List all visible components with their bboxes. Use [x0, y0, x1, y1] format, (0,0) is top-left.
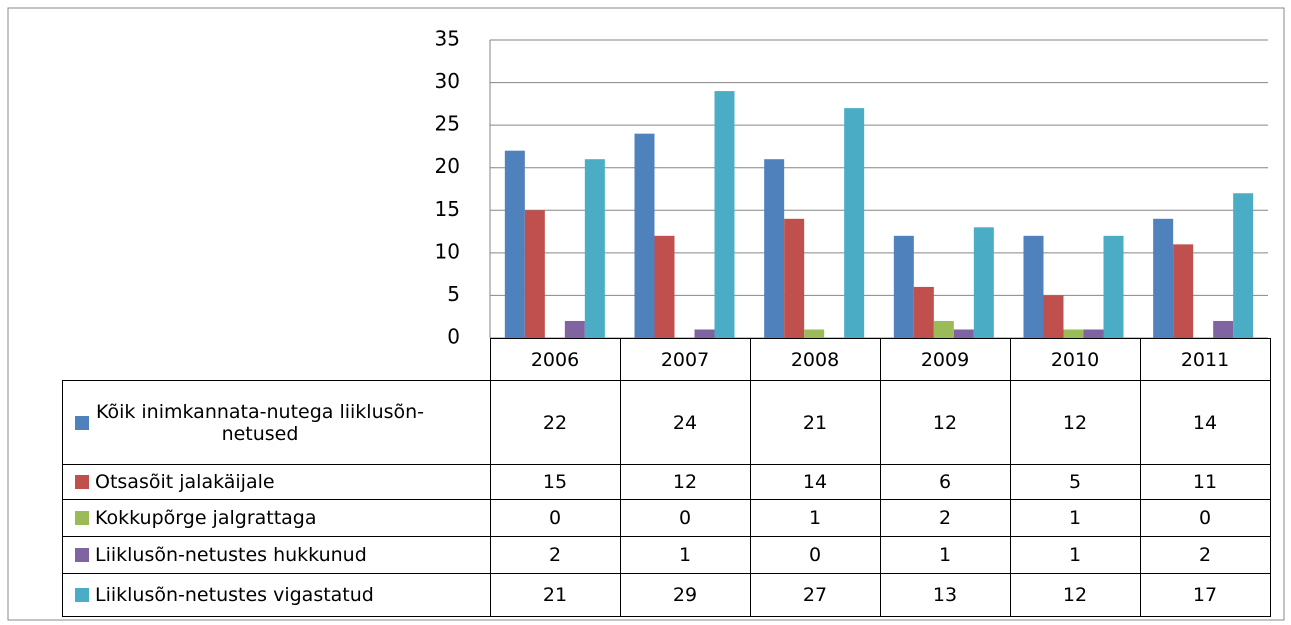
legend-swatch — [75, 415, 89, 430]
legend-swatch — [75, 475, 89, 490]
value-cell: 2 — [489, 536, 621, 574]
value-cell: 2 — [879, 499, 1011, 537]
value-cell: 0 — [619, 499, 751, 537]
y-tick-label: 35 — [435, 27, 460, 51]
legend-label: Liiklusõn-netustes hukkunud — [95, 544, 367, 567]
bar — [634, 133, 655, 338]
bar — [913, 286, 934, 338]
bar — [784, 218, 805, 338]
value-cell: 14 — [1139, 380, 1271, 465]
value-cell: 12 — [1009, 380, 1141, 465]
value-cell: 0 — [489, 499, 621, 537]
bar — [933, 320, 954, 338]
legend-cell: Liiklusõn-netustes vigastatud — [62, 573, 491, 617]
value-cell: 1 — [879, 536, 1011, 574]
category-label: 2010 — [1009, 338, 1141, 381]
table-header-row: 2006 2007 2008 2009 2010 2011 — [63, 338, 1271, 381]
bar — [654, 235, 675, 338]
bar — [564, 320, 585, 338]
value-cell: 12 — [1009, 573, 1141, 617]
bar — [1043, 295, 1064, 338]
table-row: Liiklusõn-netustes vigastatud 21 29 27 13 12 1… — [62, 573, 1271, 617]
value-cell: 21 — [489, 573, 621, 617]
bar — [714, 91, 735, 338]
legend-swatch — [75, 511, 89, 526]
value-cell: 0 — [749, 536, 881, 574]
value-cell: 11 — [1139, 464, 1271, 500]
bar — [1173, 244, 1194, 338]
legend-swatch — [75, 588, 89, 603]
table-row: Kokkupõrge jalgrattaga 0 0 1 2 1 0 — [62, 499, 1271, 537]
bar — [973, 227, 994, 338]
legend-cell: Liiklusõn-netustes hukkunud — [62, 536, 491, 574]
category-label: 2011 — [1139, 338, 1271, 381]
frame — [7, 7, 1285, 621]
value-cell: 12 — [619, 464, 751, 500]
bar — [504, 150, 525, 338]
y-tick-label: 0 — [447, 325, 460, 349]
value-cell: 2 — [1139, 536, 1271, 574]
value-cell: 12 — [879, 380, 1011, 465]
bar — [524, 210, 545, 338]
legend-cell: Kokkupõrge jalgrattaga — [62, 499, 491, 537]
y-tick-label: 10 — [435, 239, 460, 263]
bar — [844, 108, 865, 338]
value-cell: 27 — [749, 573, 881, 617]
value-cell: 1 — [749, 499, 881, 537]
value-cell: 24 — [619, 380, 751, 465]
bar — [1103, 235, 1124, 338]
data-table: 2006 2007 2008 2009 2010 2011 Kõik inimkannata… — [62, 338, 1271, 617]
bar — [804, 329, 825, 338]
category-label: 2006 — [489, 338, 621, 381]
value-cell: 14 — [749, 464, 881, 500]
category-label: 2009 — [879, 338, 1011, 381]
bar — [1213, 320, 1234, 338]
bar — [1023, 235, 1044, 338]
value-cell: 6 — [879, 464, 1011, 500]
y-tick-label: 25 — [435, 112, 460, 136]
bar — [1083, 329, 1104, 338]
bar — [1063, 329, 1084, 338]
legend-cell: Kõik inimkannata-nutega liiklusõn-netuse… — [62, 380, 491, 465]
bar — [1233, 193, 1254, 338]
value-cell: 5 — [1009, 464, 1141, 500]
legend-cell: Otsasõit jalakäijale — [62, 464, 491, 500]
value-cell: 1 — [1009, 536, 1141, 574]
y-tick-label: 20 — [435, 154, 460, 178]
value-cell: 1 — [1009, 499, 1141, 537]
legend-label: Kõik inimkannata-nutega liiklusõn-netuse… — [95, 400, 425, 445]
legend-label: Kokkupõrge jalgrattaga — [95, 507, 317, 530]
category-label: 2008 — [749, 338, 881, 381]
y-tick-label: 15 — [435, 197, 460, 221]
table-row: Kõik inimkannata-nutega liiklusõn-netuse… — [62, 380, 1271, 465]
value-cell: 22 — [489, 380, 621, 465]
legend-label: Liiklusõn-netustes vigastatud — [95, 584, 374, 607]
bar — [953, 329, 974, 338]
bar — [694, 329, 715, 338]
value-cell: 13 — [879, 573, 1011, 617]
table-row: Liiklusõn-netustes hukkunud 2 1 0 1 1 2 — [62, 536, 1271, 574]
value-cell: 21 — [749, 380, 881, 465]
bar — [584, 159, 605, 338]
value-cell: 1 — [619, 536, 751, 574]
legend-label: Otsasõit jalakäijale — [95, 471, 275, 494]
legend-swatch — [75, 548, 89, 563]
value-cell: 17 — [1139, 573, 1271, 617]
value-cell: 29 — [619, 573, 751, 617]
category-label: 2007 — [619, 338, 751, 381]
y-tick-label: 30 — [435, 69, 460, 93]
bar — [1153, 218, 1174, 338]
bar — [893, 235, 914, 338]
value-cell: 15 — [489, 464, 621, 500]
table-row: Otsasõit jalakäijale 15 12 14 6 5 11 — [62, 464, 1271, 500]
value-cell: 0 — [1139, 499, 1271, 537]
y-tick-label: 5 — [447, 282, 460, 306]
table-corner — [63, 339, 491, 381]
bar — [764, 159, 785, 338]
